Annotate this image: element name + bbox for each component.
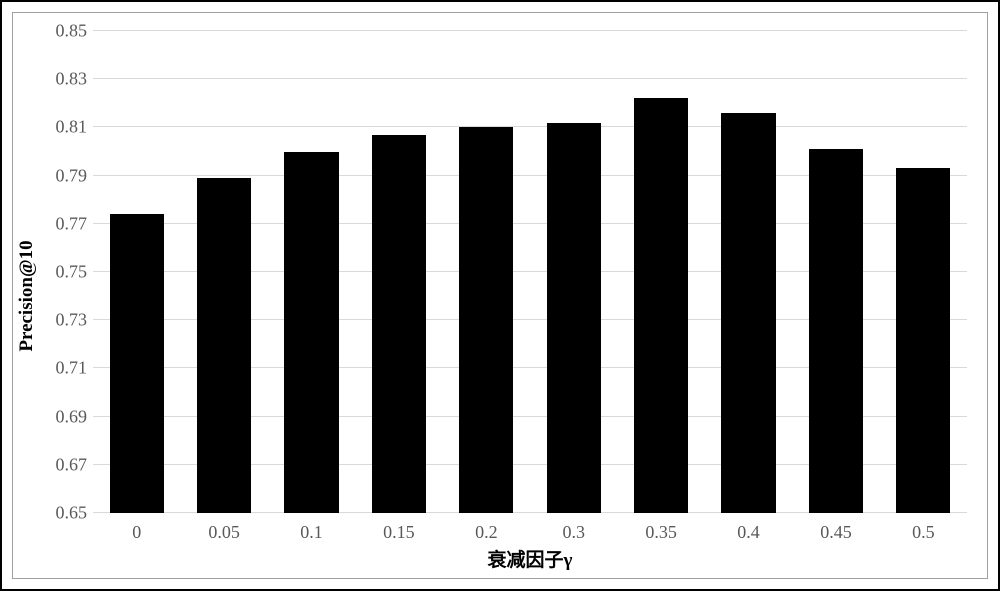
- x-labels-row: 00.050.10.150.20.30.350.40.450.5: [93, 522, 967, 543]
- bar-slot: [617, 31, 704, 513]
- plot-wrap: 0.650.670.690.710.730.750.770.790.810.83…: [93, 31, 967, 513]
- bar: [547, 123, 601, 513]
- x-tick-label: 0.3: [530, 522, 617, 543]
- bar-slot: [93, 31, 180, 513]
- x-tick-label: 0: [93, 522, 180, 543]
- x-tick-label: 0.1: [268, 522, 355, 543]
- y-tick-label: 0.85: [56, 21, 88, 42]
- y-tick-label: 0.71: [56, 358, 88, 379]
- bar-slot: [792, 31, 879, 513]
- bar: [809, 149, 863, 513]
- y-tick-label: 0.77: [56, 213, 88, 234]
- x-axis-title: 衰减因子γ: [93, 545, 967, 572]
- bar-slot: [355, 31, 442, 513]
- y-axis-title: Precision@10: [16, 240, 38, 351]
- bar: [197, 178, 251, 513]
- bar-slot: [268, 31, 355, 513]
- x-tick-label: 0.05: [180, 522, 267, 543]
- y-tick-label: 0.65: [56, 503, 88, 524]
- chart-frame: Precision@10 0.650.670.690.710.730.750.7…: [12, 12, 988, 579]
- bars-row: [93, 31, 967, 513]
- x-tick-label: 0.35: [617, 522, 704, 543]
- bar: [110, 214, 164, 513]
- y-tick-label: 0.69: [56, 406, 88, 427]
- bar-slot: [443, 31, 530, 513]
- bar-slot: [180, 31, 267, 513]
- x-tick-label: 0.4: [705, 522, 792, 543]
- x-tick-label: 0.5: [880, 522, 967, 543]
- y-tick-label: 0.79: [56, 165, 88, 186]
- bar-slot: [705, 31, 792, 513]
- bar: [284, 152, 338, 514]
- bar: [372, 135, 426, 513]
- bar: [721, 113, 775, 513]
- x-tick-label: 0.2: [443, 522, 530, 543]
- outer-frame: Precision@10 0.650.670.690.710.730.750.7…: [0, 0, 1000, 591]
- bar: [459, 127, 513, 513]
- bar-slot: [880, 31, 967, 513]
- bar: [634, 98, 688, 513]
- x-tick-label: 0.45: [792, 522, 879, 543]
- y-tick-label: 0.81: [56, 117, 88, 138]
- y-tick-label: 0.75: [56, 262, 88, 283]
- y-tick-label: 0.83: [56, 69, 88, 90]
- bar-slot: [530, 31, 617, 513]
- x-tick-label: 0.15: [355, 522, 442, 543]
- y-tick-label: 0.67: [56, 454, 88, 475]
- y-tick-label: 0.73: [56, 310, 88, 331]
- bar: [896, 168, 950, 513]
